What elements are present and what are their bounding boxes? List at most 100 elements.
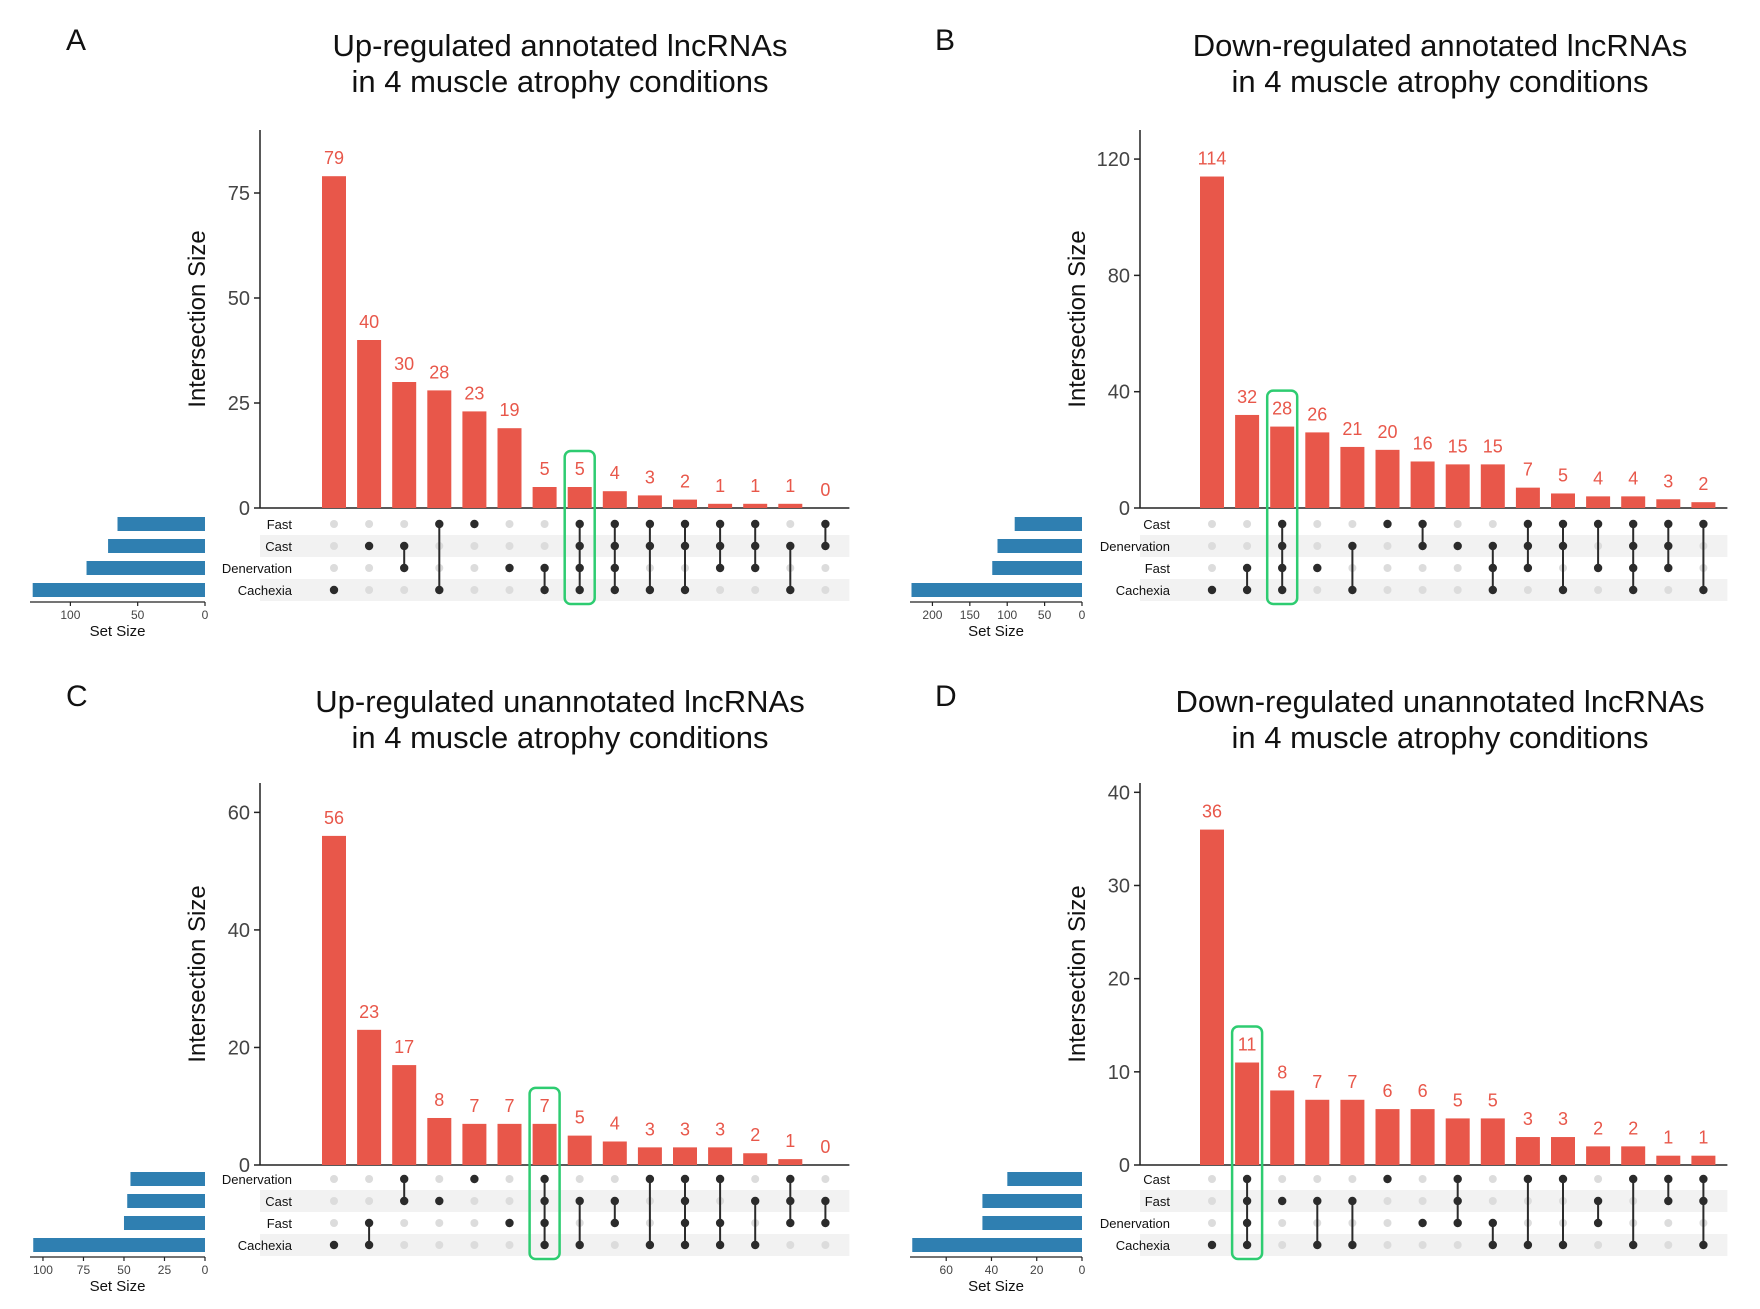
bar-value-label: 7 [504, 1096, 514, 1116]
set-size-xlabel: Set Size [90, 1278, 146, 1295]
set-size-tick-label: 25 [158, 1263, 172, 1277]
highlight-box [1230, 1025, 1264, 1261]
bar-value-label: 79 [324, 148, 344, 168]
intersection-bar [1340, 446, 1365, 508]
intersection-bar [708, 503, 733, 508]
matrix-dot-on [1313, 1196, 1322, 1206]
matrix-stripe [1140, 535, 1728, 557]
y-axis-label: Intersection Size [1064, 885, 1091, 1062]
set-size-bar [982, 1194, 1082, 1208]
intersection-bar [1586, 1146, 1611, 1165]
intersection-bar [532, 487, 557, 508]
bar-value-label: 2 [1628, 1118, 1638, 1138]
matrix-dot-on [1558, 1174, 1568, 1184]
matrix-dot-on [400, 1196, 409, 1206]
matrix-dot-off [1278, 1219, 1287, 1227]
set-size-tick-label: 100 [997, 608, 1017, 622]
matrix-dot-off [1664, 1241, 1673, 1249]
y-tick-label: 20 [228, 1037, 250, 1059]
bar-value-label: 1 [785, 1131, 795, 1151]
matrix-dot-on [400, 563, 409, 573]
matrix-dot-on [1523, 541, 1533, 551]
matrix-dot-on [1593, 1218, 1603, 1228]
set-size-bar [130, 1172, 205, 1186]
y-tick-label: 25 [228, 393, 250, 415]
matrix-dot-off [330, 520, 338, 528]
bar-value-label: 7 [1523, 460, 1533, 480]
y-tick-label: 0 [1119, 498, 1130, 520]
matrix-dot-on [1207, 585, 1217, 595]
set-size-tick-label: 0 [1079, 608, 1086, 622]
matrix-dot-off [470, 542, 479, 550]
intersection-bar [1586, 496, 1611, 508]
set-label: Cast [1143, 1172, 1170, 1187]
matrix-dot-off [1418, 1241, 1427, 1249]
matrix-dot-off [505, 1197, 514, 1205]
matrix-dot-on [470, 1174, 479, 1184]
intersection-bar [1551, 1137, 1575, 1165]
matrix-dot-on [1278, 585, 1287, 595]
intersection-bar [1200, 176, 1224, 508]
intersection-bar [427, 390, 452, 508]
matrix-dot-off [435, 1219, 444, 1227]
set-size-tick-label: 40 [985, 1263, 999, 1277]
y-tick-label: 75 [228, 183, 250, 205]
intersection-bar [602, 1141, 627, 1165]
bar-value-label: 4 [1593, 468, 1603, 488]
matrix-dot-on [1242, 1240, 1252, 1250]
set-label: Cachexia [238, 583, 293, 598]
matrix-dot-on [715, 519, 725, 529]
matrix-dot-on [540, 585, 549, 595]
matrix-dot-off [400, 586, 409, 594]
y-tick-label: 0 [239, 498, 250, 520]
set-size-tick-label: 20 [1030, 1263, 1044, 1277]
matrix-dot-off [716, 586, 725, 594]
matrix-dot-on [329, 585, 339, 595]
matrix-dot-on [680, 1174, 690, 1184]
bar-value-label: 7 [540, 1096, 550, 1116]
matrix-dot-on [680, 1240, 690, 1250]
matrix-dot-off [330, 1219, 338, 1227]
matrix-dot-off [470, 1241, 479, 1249]
matrix-dot-on [1278, 519, 1287, 529]
chart-title-line: in 4 muscle atrophy conditions [351, 720, 768, 755]
y-tick-label: 0 [239, 1155, 250, 1177]
chart-title-line: Down-regulated unannotated lncRNAs [1175, 684, 1704, 719]
matrix-dot-on [505, 1218, 514, 1228]
matrix-dot-on [715, 1218, 725, 1228]
intersection-bar [1480, 464, 1505, 508]
y-tick-label: 40 [1108, 782, 1130, 804]
highlight-box [563, 449, 596, 606]
matrix-dot-on [821, 1218, 830, 1228]
bar-value-label: 15 [1448, 436, 1468, 456]
matrix-dot-off [1418, 586, 1427, 594]
intersection-bar [322, 835, 346, 1165]
matrix-dot-on [1242, 1218, 1252, 1228]
matrix-dot-off [1418, 1197, 1427, 1205]
bar-value-label: 114 [1198, 149, 1227, 169]
highlight-box [528, 1086, 561, 1261]
matrix-dot-on [1278, 1196, 1287, 1206]
bar-value-label: 2 [750, 1125, 760, 1145]
matrix-dot-on [435, 1196, 444, 1206]
matrix-dot-off [505, 1241, 514, 1249]
intersection-bar [778, 503, 803, 508]
intersection-bar [392, 382, 417, 508]
matrix-dot-on [575, 585, 584, 595]
matrix-dot-on [751, 563, 760, 573]
matrix-dot-off [1488, 520, 1497, 528]
matrix-dot-on [1207, 1240, 1217, 1250]
matrix-dot-on [610, 1196, 619, 1206]
matrix-dot-off [1208, 1219, 1216, 1227]
matrix-dot-on [610, 563, 619, 573]
matrix-dot-off [1594, 586, 1603, 594]
y-axis-label: Intersection Size [184, 885, 211, 1062]
matrix-dot-on [435, 585, 444, 595]
matrix-dot-off [1664, 586, 1673, 594]
intersection-bar [392, 1065, 417, 1165]
chart-title-line: in 4 muscle atrophy conditions [1231, 720, 1648, 755]
matrix-dot-on [470, 519, 479, 529]
matrix-dot-on [1383, 519, 1392, 529]
